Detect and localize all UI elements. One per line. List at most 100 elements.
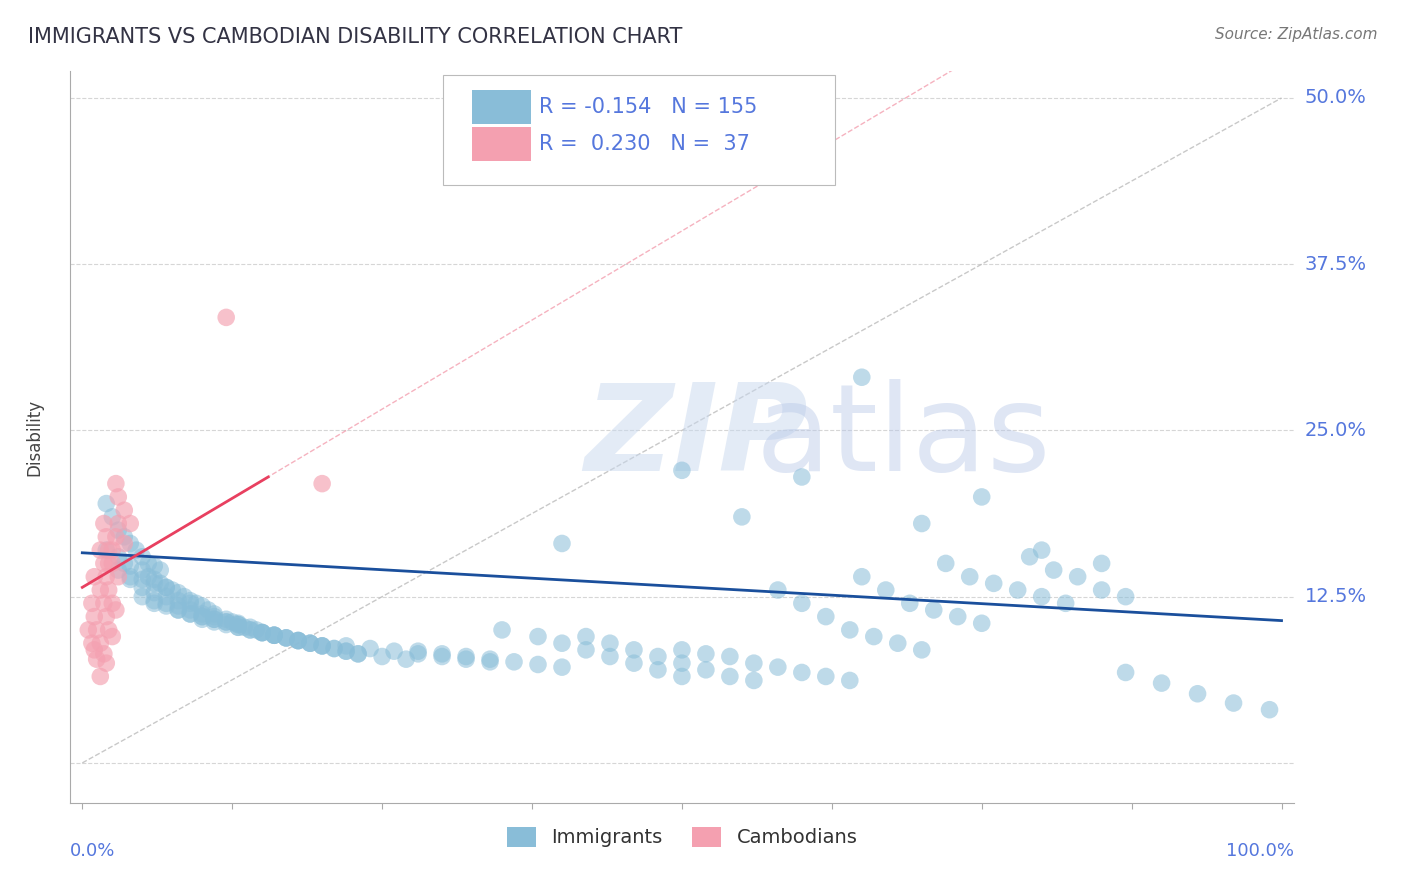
Point bbox=[112, 536, 135, 550]
Text: atlas: atlas bbox=[755, 378, 1050, 496]
Point bbox=[1187, 687, 1209, 701]
Point bbox=[276, 631, 298, 645]
Point bbox=[131, 590, 153, 604]
Point bbox=[101, 557, 124, 571]
Point bbox=[250, 625, 273, 640]
Point bbox=[97, 543, 120, 558]
Point bbox=[101, 509, 124, 524]
Point bbox=[101, 596, 124, 610]
Point bbox=[838, 673, 860, 688]
Point bbox=[970, 616, 993, 631]
Point bbox=[647, 663, 669, 677]
Point bbox=[93, 596, 115, 610]
Point bbox=[80, 596, 103, 610]
Point bbox=[1258, 703, 1281, 717]
Point bbox=[599, 636, 621, 650]
Point bbox=[623, 643, 645, 657]
Point bbox=[335, 644, 357, 658]
Point bbox=[970, 490, 993, 504]
Point bbox=[1091, 582, 1114, 597]
Point bbox=[851, 370, 873, 384]
Point bbox=[1091, 557, 1114, 571]
Point bbox=[838, 623, 860, 637]
Point bbox=[167, 599, 190, 613]
Point bbox=[179, 593, 201, 607]
Point bbox=[695, 663, 717, 677]
Point bbox=[202, 612, 225, 626]
Point bbox=[107, 563, 129, 577]
Point bbox=[946, 609, 969, 624]
Point bbox=[239, 620, 262, 634]
Point bbox=[104, 603, 127, 617]
Point bbox=[143, 593, 166, 607]
Point bbox=[263, 628, 285, 642]
Text: 100.0%: 100.0% bbox=[1226, 842, 1294, 860]
Point bbox=[263, 628, 285, 642]
Point bbox=[875, 582, 897, 597]
Point bbox=[96, 543, 118, 558]
Point bbox=[742, 673, 765, 688]
Point bbox=[479, 652, 502, 666]
Point bbox=[959, 570, 981, 584]
Point bbox=[107, 549, 129, 564]
Point bbox=[155, 599, 177, 613]
Point bbox=[887, 636, 910, 650]
Point bbox=[1042, 563, 1064, 577]
Point bbox=[143, 585, 166, 599]
Point bbox=[226, 620, 249, 634]
Point bbox=[226, 617, 249, 632]
Point bbox=[131, 573, 153, 587]
Point bbox=[125, 543, 148, 558]
Point bbox=[731, 509, 754, 524]
Point bbox=[299, 636, 322, 650]
Point bbox=[766, 660, 789, 674]
Point bbox=[83, 570, 105, 584]
Point bbox=[136, 570, 159, 584]
Point bbox=[671, 669, 693, 683]
Point bbox=[406, 644, 429, 658]
Point bbox=[93, 647, 115, 661]
Point bbox=[323, 641, 346, 656]
Text: R =  0.230   N =  37: R = 0.230 N = 37 bbox=[538, 134, 749, 153]
Point bbox=[233, 620, 256, 634]
Point bbox=[983, 576, 1005, 591]
Point bbox=[406, 647, 429, 661]
Point bbox=[143, 573, 166, 587]
Point bbox=[335, 639, 357, 653]
Point bbox=[155, 580, 177, 594]
Point bbox=[287, 633, 309, 648]
Point bbox=[149, 563, 172, 577]
Point bbox=[430, 647, 453, 661]
Point bbox=[347, 647, 370, 661]
Point bbox=[143, 559, 166, 574]
Point bbox=[86, 652, 108, 666]
Text: ZIP: ZIP bbox=[583, 378, 808, 496]
Point bbox=[101, 630, 124, 644]
Point bbox=[263, 628, 285, 642]
Point bbox=[454, 649, 477, 664]
Point bbox=[250, 625, 273, 640]
Point bbox=[742, 656, 765, 670]
Point bbox=[718, 669, 741, 683]
Point bbox=[1115, 590, 1137, 604]
Point bbox=[1031, 543, 1053, 558]
Point bbox=[167, 603, 190, 617]
Point bbox=[97, 582, 120, 597]
Point bbox=[551, 660, 574, 674]
Point bbox=[503, 655, 526, 669]
Point bbox=[191, 612, 214, 626]
Point bbox=[575, 630, 598, 644]
Point bbox=[179, 603, 201, 617]
Point bbox=[1066, 570, 1088, 584]
Point bbox=[395, 652, 418, 666]
Point bbox=[814, 669, 837, 683]
Point bbox=[1150, 676, 1173, 690]
Point bbox=[1018, 549, 1040, 564]
Point bbox=[197, 603, 219, 617]
Point bbox=[1115, 665, 1137, 680]
Point bbox=[527, 657, 550, 672]
Point bbox=[96, 530, 118, 544]
Point bbox=[551, 536, 574, 550]
Point bbox=[359, 641, 381, 656]
Point bbox=[239, 623, 262, 637]
